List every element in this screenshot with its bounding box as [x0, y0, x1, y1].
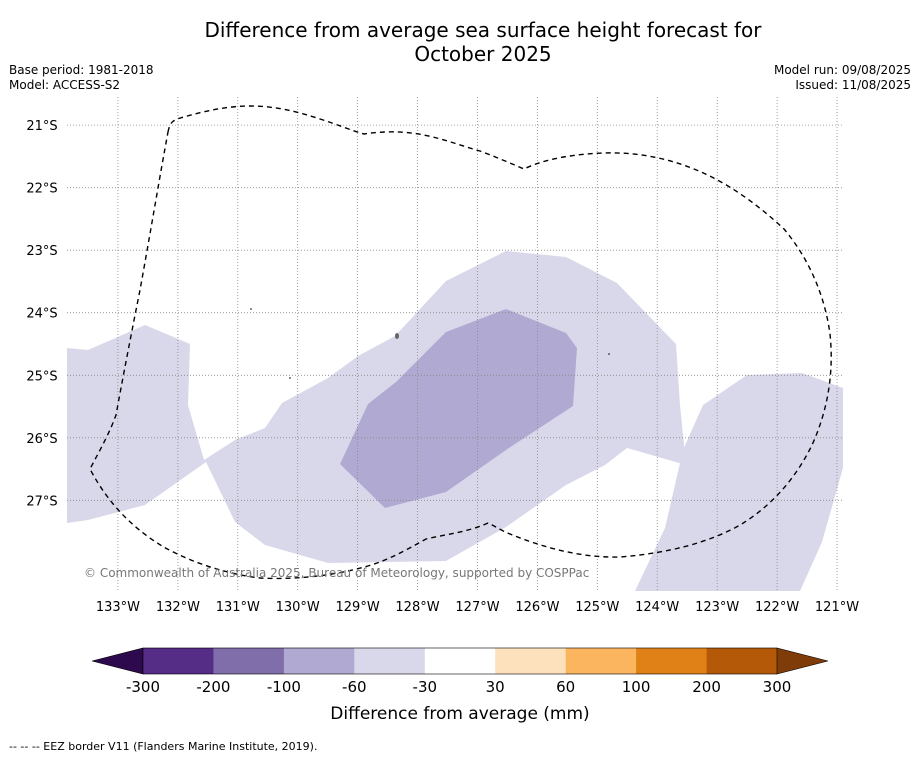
lon-tick-label: 127°W: [455, 600, 499, 615]
model-run-date: Model run: 09/08/2025: [773, 63, 911, 77]
colorbar-tick-label: 200: [692, 678, 721, 696]
colorbar-tick-label: -100: [267, 678, 301, 696]
contour-band-light-east: [635, 373, 843, 591]
colorbar-segment: [424, 648, 496, 674]
colorbar-tick-label: -60: [342, 678, 367, 696]
colorbar-segment: [636, 648, 707, 674]
page-title: Difference from average sea surface heig…: [204, 18, 762, 66]
lon-tick-label: 126°W: [515, 600, 559, 615]
colorbar-segment: [213, 648, 285, 674]
lon-tick-label: 133°W: [96, 600, 140, 615]
issued-date: Issued: 11/08/2025: [795, 78, 911, 92]
colorbar-extend-high: [776, 647, 829, 675]
colorbar-tick-label: -200: [196, 678, 230, 696]
eez-footnote: -- -- -- EEZ border V11 (Flanders Marine…: [9, 740, 318, 753]
lon-tick-label: 129°W: [336, 600, 380, 615]
colorbar-tick-label: 100: [622, 678, 651, 696]
lon-tick-label: 122°W: [755, 600, 799, 615]
eez-border: [89, 105, 832, 580]
colorbar-segment: [143, 648, 214, 674]
lon-tick-label: 128°W: [395, 600, 439, 615]
lon-tick-label: 130°W: [276, 600, 320, 615]
colorbar-extend-low: [91, 647, 144, 675]
colorbar-label: Difference from average (mm): [330, 704, 589, 724]
lat-tick-label: 23°S: [26, 244, 57, 259]
lat-tick-label: 21°S: [26, 119, 57, 134]
island-marker: [250, 308, 252, 310]
lat-tick-label: 27°S: [26, 494, 57, 509]
colorbar-segment: [283, 648, 355, 674]
colorbar-segment: [565, 648, 637, 674]
map-area: [67, 251, 843, 591]
metadata-right: Model run: 09/08/2025 Issued: 11/08/2025: [774, 63, 911, 93]
colorbar-tick-label: -30: [413, 678, 438, 696]
colorbar-tick-label: 60: [556, 678, 575, 696]
colorbar-outline: [142, 647, 778, 675]
colorbar-tick-label: 300: [763, 678, 792, 696]
colorbar-segment: [706, 648, 778, 674]
colorbar: -300 -200 -100 -60 -30 30 60 100 200 300: [91, 647, 829, 696]
latitude-tick-labels: 21°S 22°S 23°S 24°S 25°S 26°S 27°S: [26, 119, 57, 509]
lon-tick-label: 132°W: [156, 600, 200, 615]
lat-tick-label: 25°S: [26, 369, 57, 384]
island-marker: [608, 353, 610, 355]
lon-tick-label: 121°W: [815, 600, 859, 615]
copyright-notice: © Commonwealth of Australia 2025, Bureau…: [84, 566, 589, 580]
longitude-tick-labels: 133°W 132°W 131°W 130°W 129°W 128°W 127°W 126°W…: [96, 600, 859, 615]
colorbar-tick-label: -300: [126, 678, 160, 696]
lat-tick-label: 26°S: [26, 432, 57, 447]
contour-band-medium: [340, 309, 577, 508]
island-marker: [289, 377, 291, 379]
base-period: Base period: 1981-2018: [9, 63, 154, 77]
metadata-left: Base period: 1981-2018 Model: ACCESS-S2: [9, 63, 154, 93]
lat-tick-label: 24°S: [26, 307, 57, 322]
colorbar-segment: [495, 648, 566, 674]
lon-tick-label: 124°W: [635, 600, 679, 615]
model-name: Model: ACCESS-S2: [9, 78, 121, 92]
lat-tick-label: 22°S: [26, 182, 57, 197]
lon-tick-label: 131°W: [216, 600, 260, 615]
colorbar-tick-label: 30: [486, 678, 505, 696]
island-marker: [395, 333, 399, 339]
lon-tick-label: 123°W: [695, 600, 739, 615]
colorbar-segment: [354, 648, 426, 674]
lon-tick-label: 125°W: [575, 600, 619, 615]
